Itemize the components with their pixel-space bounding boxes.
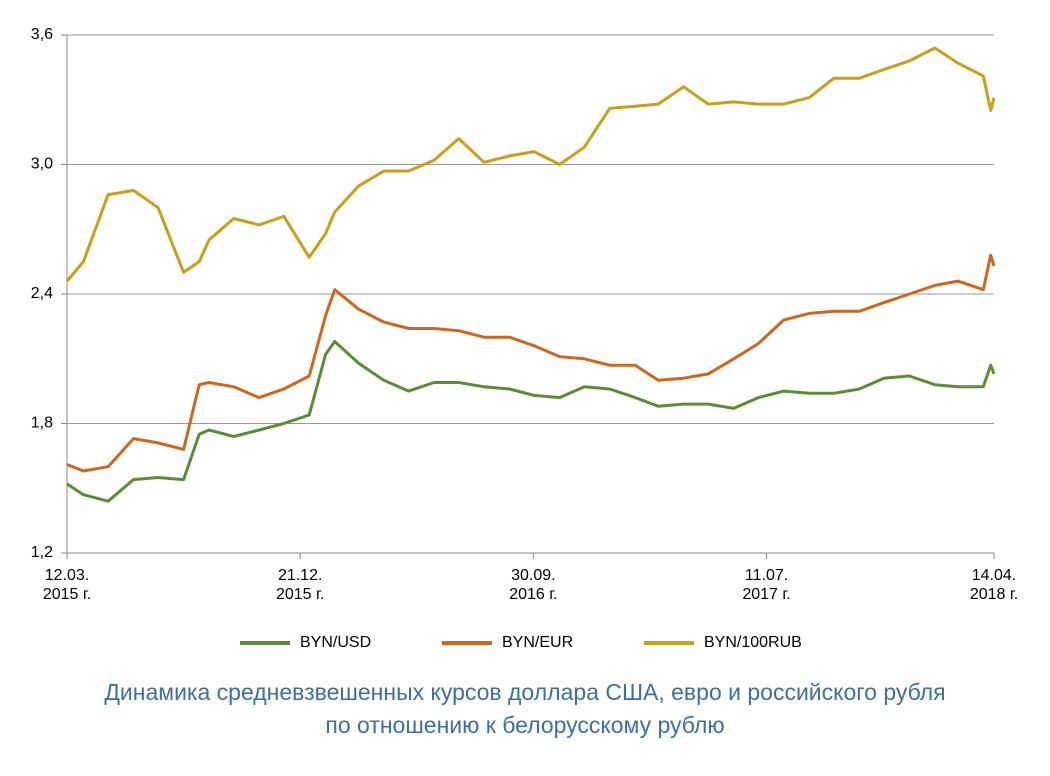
legend-label: BYN/EUR (502, 634, 573, 651)
x-tick-label: 2017 г. (742, 586, 790, 603)
legend-label: BYN/100RUB (704, 634, 802, 651)
x-tick-label: 30.09. (511, 567, 555, 584)
y-tick-label: 3,6 (31, 26, 53, 43)
y-tick-label: 2,4 (31, 285, 53, 302)
data-line (66, 253, 996, 473)
x-tick-label: 2015 г. (43, 586, 91, 603)
chart-title: Динамика средневзвешенных курсов доллара… (104, 679, 945, 705)
data-line (65, 46, 996, 283)
y-tick-label: 1,8 (31, 415, 53, 432)
x-tick-label: 21.12. (278, 567, 322, 584)
y-tick-label: 3,0 (31, 156, 53, 173)
x-tick-label: 2018 г. (970, 586, 1018, 603)
x-tick-label: 14.04. (972, 567, 1016, 584)
chart-title: по отношению к белорусскому рублю (325, 712, 724, 738)
x-tick-label: 2016 г. (509, 586, 557, 603)
x-tick-label: 12.03. (45, 567, 89, 584)
data-line (66, 340, 996, 503)
legend-label: BYN/USD (300, 634, 371, 651)
y-tick-label: 1,2 (31, 544, 53, 561)
x-tick-label: 2015 г. (276, 586, 324, 603)
x-tick-label: 11.07. (745, 567, 788, 584)
